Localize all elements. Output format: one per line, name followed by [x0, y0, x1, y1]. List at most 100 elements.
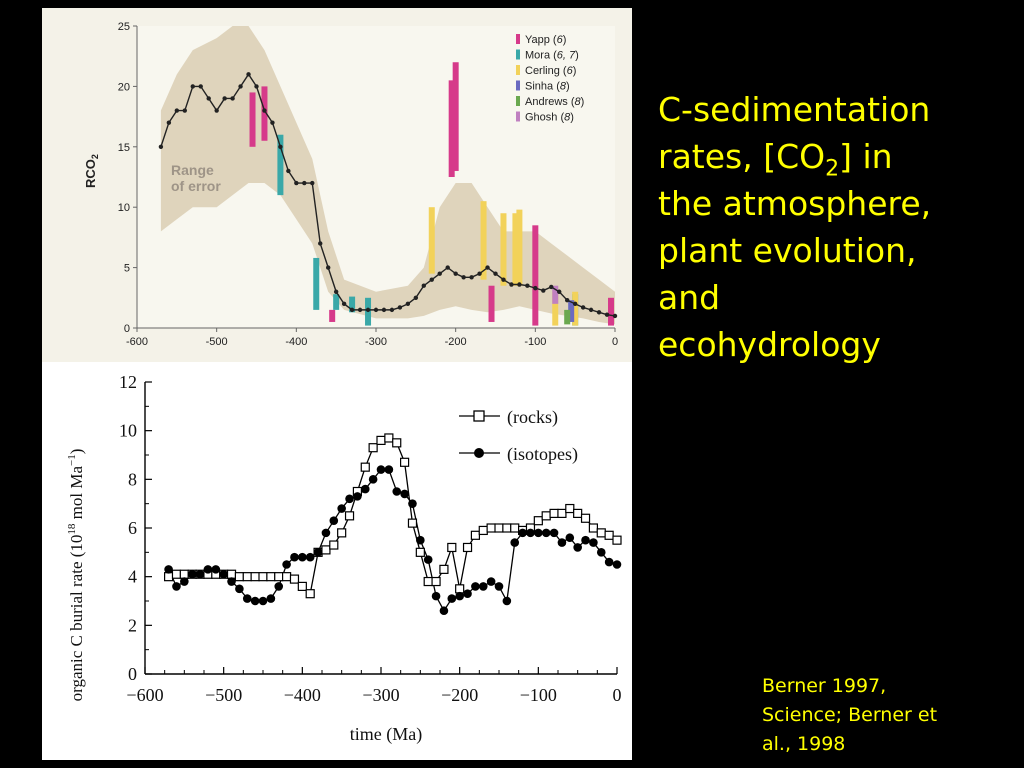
isotopes-point — [290, 552, 299, 562]
rco2-point — [604, 312, 610, 317]
rco2-point — [477, 271, 482, 276]
isotopes-point — [376, 465, 386, 474]
isotopes-point — [423, 555, 433, 564]
title-line-1: C-sedimentation — [658, 90, 931, 129]
rco2-point — [580, 305, 586, 310]
rocks-point — [415, 547, 425, 557]
burial-x-axis-label: time (Ma) — [350, 724, 422, 745]
rco2-point — [437, 271, 442, 276]
isotopes-point — [439, 606, 449, 616]
isotopes-point — [455, 591, 464, 601]
isotopes-point — [612, 560, 622, 569]
rocks-point — [510, 523, 520, 533]
title-line-2a: rates, [CO — [658, 137, 826, 176]
rco2-point — [445, 265, 450, 270]
legend-ghosh-label: Ghosh (8) — [525, 112, 574, 124]
rocks-point — [604, 530, 614, 540]
legend-andrews-swatch — [516, 96, 520, 106]
rco2-point — [397, 305, 403, 310]
rco2-y-tick-label: 20 — [118, 81, 130, 93]
rco2-point — [326, 265, 331, 270]
rocks-point — [565, 503, 575, 514]
isotopes-point — [195, 569, 205, 579]
rocks-point — [329, 540, 339, 550]
rco2-point — [182, 108, 187, 113]
rco2-point — [381, 307, 387, 313]
rocks-point — [384, 433, 394, 443]
burial-x-tick-label: −600 — [126, 685, 163, 705]
rocks-point — [486, 523, 496, 533]
rocks-point — [242, 572, 252, 582]
isotopes-point — [534, 528, 543, 538]
rco2-point — [302, 180, 307, 186]
rocks-point — [344, 511, 355, 521]
burial-x-tick-label: −200 — [441, 685, 478, 705]
proxy-bar-cerling-1 — [480, 201, 487, 280]
rocks-point — [274, 572, 284, 582]
isotopes-point — [416, 535, 425, 545]
rocks-point — [455, 584, 465, 594]
isotopes-point — [250, 596, 260, 606]
rco2-chart: -600 -500 -400 -300 -200 -100 0 0 5 10 15 20 25 Yapp… — [42, 8, 632, 365]
proxy-bar-ghosh-0 — [552, 285, 559, 304]
rco2-point — [310, 180, 315, 186]
rocks-point — [462, 542, 473, 553]
isotopes-point — [486, 577, 496, 586]
rocks-point — [447, 542, 457, 553]
rocks-point — [478, 525, 488, 536]
rco2-point — [533, 285, 538, 291]
rco2-series-line — [160, 73, 616, 317]
rco2-point — [158, 144, 164, 149]
rocks-point — [494, 523, 504, 533]
isotopes-point — [242, 594, 252, 603]
isotopes-point — [384, 465, 394, 474]
burial-x-tick-label: −100 — [520, 685, 557, 705]
isotopes-point — [227, 577, 236, 586]
isotopes-point — [392, 487, 402, 496]
isotopes-point — [305, 552, 315, 562]
rco2-point — [453, 271, 458, 276]
rco2-x-tick-label: 0 — [612, 336, 618, 348]
rco2-y-tick-label: 10 — [118, 202, 130, 214]
rco2-point — [525, 283, 530, 288]
rocks-point — [297, 581, 307, 591]
isotopes-point — [447, 594, 457, 603]
isotopes-point — [494, 582, 504, 591]
rco2-point — [596, 310, 602, 315]
rocks-point — [266, 572, 276, 582]
rocks-point — [163, 572, 174, 582]
rco2-point — [588, 307, 594, 313]
rco2-point — [541, 288, 546, 293]
isotopes-point — [368, 475, 378, 484]
isotopes-point — [471, 582, 480, 591]
rco2-point — [565, 298, 570, 303]
rco2-point — [349, 307, 355, 313]
isotopes-point — [172, 582, 181, 591]
title-subscript: 2 — [825, 156, 840, 182]
rocks-point — [258, 572, 268, 582]
rocks-point — [282, 572, 292, 582]
rco2-y-tick-label: 0 — [124, 323, 130, 335]
rocks-point — [573, 508, 583, 518]
proxy-bar-cerling-5 — [552, 291, 559, 326]
rco2-point — [286, 168, 291, 174]
isotopes-point — [345, 494, 354, 504]
rco2-y-tick-label: 25 — [118, 21, 130, 33]
rocks-point — [439, 564, 449, 574]
rco2-point — [461, 275, 466, 280]
isotopes-point — [573, 543, 582, 552]
isotopes-point — [258, 596, 268, 606]
proxy-bar-mora-3 — [349, 296, 356, 313]
proxy-bar-cerling-0 — [428, 207, 435, 274]
rco2-x-tick-label: -400 — [285, 336, 307, 348]
isotopes-point — [282, 560, 291, 569]
isotopes-point — [478, 582, 488, 591]
proxy-bar-sinha-0 — [568, 300, 575, 322]
range-of-error-label-1: Range — [171, 162, 214, 178]
proxy-bar-andrews-0 — [564, 309, 571, 325]
rco2-point — [262, 108, 267, 113]
isotopes-point — [235, 584, 244, 594]
legend-yapp-swatch — [516, 34, 520, 44]
rco2-point — [341, 301, 347, 307]
rocks-point — [470, 530, 480, 540]
